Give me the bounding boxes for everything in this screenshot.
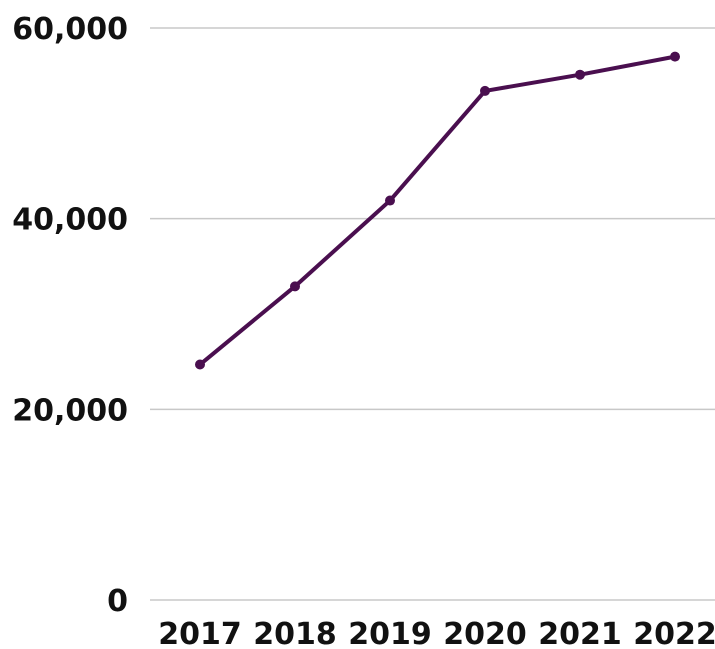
data-point: [290, 281, 300, 291]
y-axis-ticks: 0 20,000 40,000 60,000: [12, 12, 128, 619]
y-tick-label: 60,000: [12, 12, 128, 47]
series-layer: [195, 52, 680, 370]
x-tick-label: 2020: [443, 617, 527, 649]
data-point: [385, 196, 395, 206]
data-point: [480, 86, 490, 96]
data-point: [195, 360, 205, 370]
x-tick-label: 2018: [253, 617, 337, 649]
x-tick-label: 2021: [538, 617, 622, 649]
series-line: [200, 57, 675, 365]
y-tick-label: 20,000: [12, 393, 128, 428]
y-tick-label: 40,000: [12, 203, 128, 238]
data-point: [670, 52, 680, 62]
x-axis-ticks: 2017 2018 2019 2020 2021 2022: [158, 617, 715, 649]
x-tick-label: 2017: [158, 617, 242, 649]
grid-layer: [150, 28, 715, 600]
data-point: [575, 70, 585, 80]
y-tick-label: 0: [107, 584, 128, 619]
x-tick-label: 2019: [348, 617, 432, 649]
x-tick-label: 2022: [633, 617, 715, 649]
